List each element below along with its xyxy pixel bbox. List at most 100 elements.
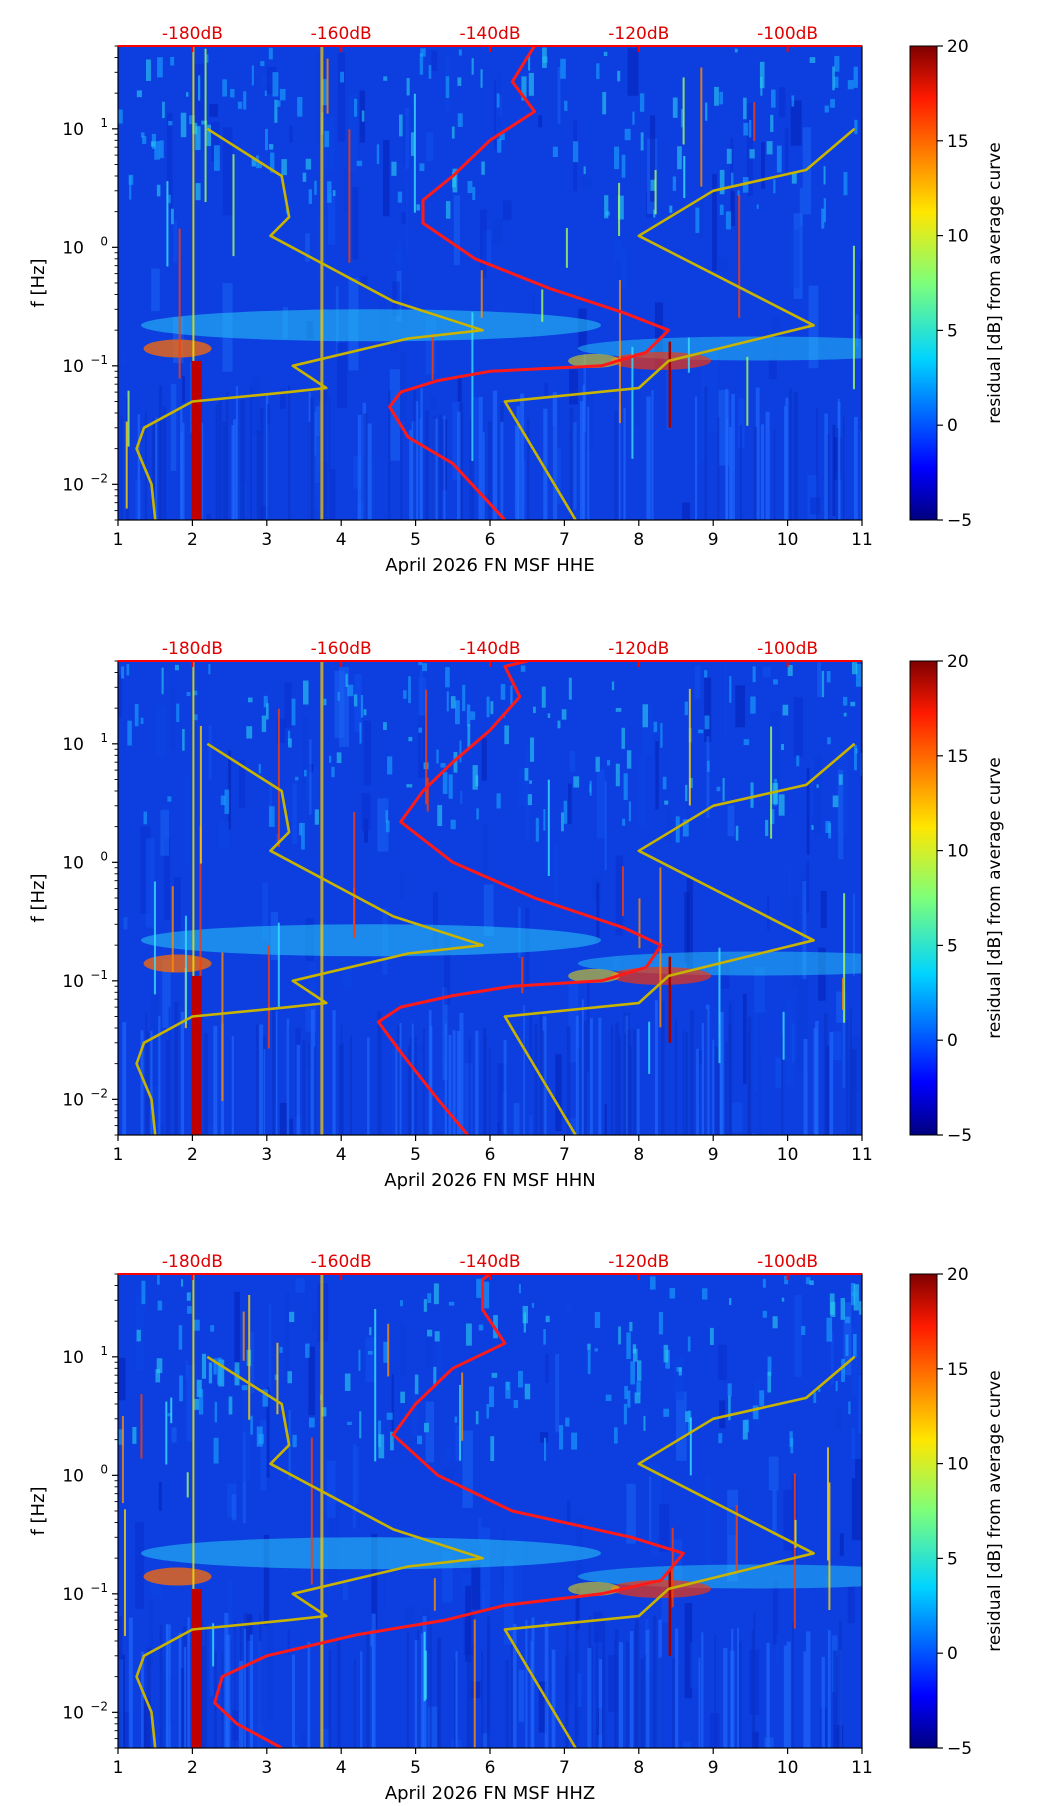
- heatmap-texture-cell: [307, 767, 318, 801]
- heatmap-hf-speckle: [743, 739, 750, 746]
- heatmap-hf-speckle: [623, 1403, 628, 1425]
- heatmap-texture-cell: [210, 121, 220, 162]
- heatmap-hf-speckle: [132, 1427, 137, 1444]
- y-tick-label: 10: [62, 357, 84, 377]
- heatmap-hf-speckle: [772, 1316, 778, 1329]
- heatmap-texture-cell: [305, 769, 309, 803]
- heatmap-hf-speckle: [369, 1327, 372, 1336]
- heatmap-hf-speckle: [281, 159, 287, 176]
- heatmap-lf-stripe: [534, 1023, 538, 1135]
- heatmap-hf-speckle: [643, 1415, 646, 1431]
- heatmap-hf-speckle: [141, 132, 145, 138]
- heatmap-hf-speckle: [383, 76, 388, 81]
- heatmap-texture-cell: [654, 302, 664, 370]
- heatmap-texture-cell: [718, 390, 730, 466]
- heatmap-hf-speckle: [452, 168, 458, 193]
- heatmap-lf-stripe: [429, 1624, 432, 1748]
- heatmap-hf-speckle: [780, 744, 785, 751]
- heatmap-texture-cell: [390, 342, 398, 351]
- heatmap-event-streak: [178, 228, 181, 379]
- heatmap-hf-speckle: [234, 1362, 240, 1386]
- heatmap-lf-stripe: [360, 1651, 363, 1748]
- heatmap-hf-speckle: [406, 784, 413, 788]
- heatmap-hf-speckle: [305, 158, 312, 170]
- heatmap-texture-cell: [568, 980, 579, 1063]
- heatmap-hf-speckle: [162, 101, 165, 119]
- heatmap-hf-speckle: [436, 749, 439, 764]
- heatmap-lf-stripe: [332, 1010, 336, 1135]
- heatmap-hf-speckle: [378, 1434, 385, 1459]
- heatmap-lf-stripe: [823, 1012, 828, 1135]
- x-axis-title: April 2026 FN MSF HHN: [384, 1170, 596, 1191]
- heatmap-texture-cell: [294, 1745, 298, 1748]
- heatmap-texture-cell: [706, 736, 710, 818]
- heatmap-lf-stripe: [182, 422, 185, 520]
- heatmap-texture-cell: [433, 891, 439, 947]
- heatmap-lf-stripe: [434, 418, 438, 520]
- heatmap-lf-stripe: [793, 391, 799, 520]
- heatmap-lf-stripe: [409, 430, 413, 520]
- heatmap-hf-speckle: [589, 784, 592, 793]
- heatmap-hf-speckle: [719, 204, 724, 215]
- heatmap-lf-stripe: [574, 1621, 579, 1748]
- heatmap-event-streak: [471, 312, 474, 461]
- heatmap-event-streak: [184, 915, 187, 1024]
- heatmap-texture-cell: [555, 1054, 562, 1132]
- heatmap-texture-cell: [182, 375, 185, 404]
- heatmap-hf-speckle: [420, 48, 426, 57]
- heatmap-texture-cell: [327, 1584, 331, 1595]
- heatmap-event-streak: [459, 1384, 462, 1461]
- heatmap-texture-cell: [262, 882, 268, 940]
- heatmap-texture-cell: [794, 1294, 802, 1377]
- heatmap-texture-cell: [383, 139, 390, 217]
- heatmap-lf-stripe: [832, 1650, 838, 1748]
- heatmap-hf-speckle: [480, 69, 483, 88]
- heatmap-texture-cell: [266, 67, 277, 95]
- heatmap-hf-speckle: [722, 778, 725, 802]
- heatmap-event-streak: [166, 181, 169, 267]
- heatmap-texture-cell: [768, 357, 777, 380]
- heatmap-texture-cell: [399, 873, 404, 901]
- y-axis-title: f [Hz]: [28, 1486, 49, 1535]
- heatmap-hf-speckle: [417, 1435, 423, 1445]
- heatmap-hf-speckle: [816, 784, 819, 788]
- heatmap-hf-speckle: [445, 76, 450, 99]
- heatmap-hf-speckle: [704, 670, 708, 678]
- x-tick-label: 8: [633, 1758, 644, 1778]
- heatmap-event-streak: [565, 228, 568, 268]
- heatmap-lf-stripe: [672, 1658, 675, 1748]
- heatmap-hf-speckle: [385, 820, 390, 833]
- heatmap-hf-speckle: [672, 176, 677, 191]
- heatmap-texture-cell: [305, 1006, 317, 1032]
- heatmap-hf-speckle: [622, 818, 626, 826]
- heatmap-texture-cell: [228, 1581, 233, 1641]
- heatmap-hf-speckle: [633, 1348, 638, 1362]
- heatmap-lf-stripe: [166, 1624, 171, 1748]
- heatmap-hf-speckle: [222, 79, 227, 97]
- heatmap-hf-speckle: [201, 1353, 207, 1379]
- heatmap-event-streak: [700, 67, 703, 187]
- heatmap-texture-cell: [811, 762, 814, 818]
- heatmap-texture-cell: [565, 1650, 573, 1704]
- colorbar-tick-label: 10: [947, 842, 969, 862]
- heatmap-lf-stripe: [239, 1660, 244, 1748]
- heatmap-texture-cell: [316, 436, 321, 509]
- heatmap-texture-cell: [544, 383, 548, 396]
- heatmap-texture-cell: [658, 1504, 670, 1552]
- series-line-median-psd: [388, 46, 671, 520]
- heatmap-hf-speckle: [545, 1315, 550, 1323]
- heatmap-hf-speckle: [140, 717, 144, 724]
- heatmap-lf-stripe: [598, 1659, 602, 1748]
- heatmap-texture-cell: [289, 125, 293, 143]
- heatmap-hf-speckle: [781, 1297, 785, 1302]
- colorbar-tick-label: −5: [947, 1739, 972, 1759]
- series-line-nlnm: [135, 127, 484, 520]
- heatmap-texture-cell: [471, 1564, 480, 1610]
- heatmap-hf-speckle: [208, 1362, 213, 1384]
- heatmap-lf-stripe: [233, 419, 237, 520]
- heatmap-hf-speckle: [408, 676, 411, 704]
- heatmap-hf-speckle: [520, 665, 526, 672]
- heatmap-lf-stripe: [624, 1015, 629, 1135]
- heatmap-hf-speckle: [630, 1361, 635, 1385]
- heatmap-persistent-signal: [192, 661, 195, 976]
